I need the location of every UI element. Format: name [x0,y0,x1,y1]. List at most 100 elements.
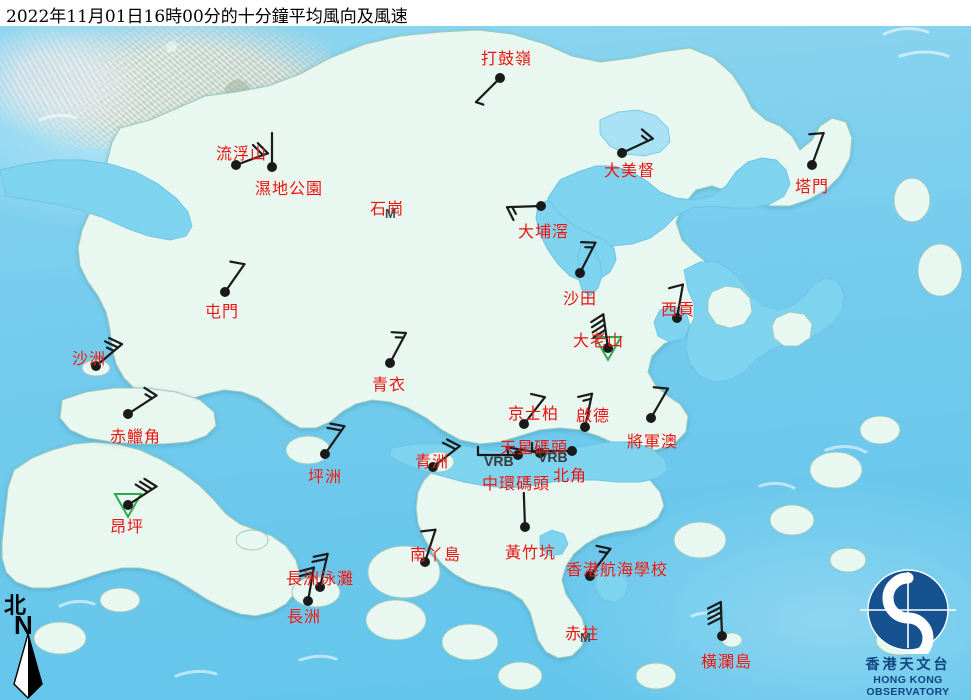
barb-full [251,143,265,157]
station-tuen-mun [220,260,246,297]
station-tap-mun [807,131,825,170]
hko-logo: 香港天文台 HONG KONG OBSERVATORY [848,566,968,698]
barb-full [529,392,547,399]
barb-full [298,571,315,578]
barb-full [311,557,328,563]
station-sha-chau [91,336,124,371]
barb-full [707,606,723,615]
station-kai-tak [577,392,594,432]
sai-kung-waters [653,261,845,383]
barb-full [104,340,120,349]
hko-logo-text-en: HONG KONG OBSERVATORY [866,674,950,698]
barb-shaft [810,131,825,167]
station-waglan-island [706,600,727,641]
station-dot [520,522,530,532]
station-tai-mei-tuk [617,128,654,158]
station-dot [385,358,395,368]
station-wong-chuk-hang [520,491,530,532]
station-label-kings-park: 京士柏 [508,404,560,423]
barb-shaft [522,396,547,426]
station-sha-tin [575,241,597,278]
barb-half [105,346,116,352]
station-dot [303,596,313,606]
land-chek-lap-kok [59,387,217,445]
barb-half [474,100,485,106]
barb-full [577,392,594,399]
variable-wind-marker-north-point: VRB [538,449,568,465]
station-label-star-ferry: 天星碼頭 [500,438,569,457]
barb-half [640,134,650,142]
station-label-stanley: 赤柱 [565,624,600,643]
station-label-ngong-ping: 昂坪 [110,517,145,536]
station-label-waglan-island: 橫瀾島 [701,652,753,671]
station-lamma-island [420,528,437,567]
barb-shaft [649,387,670,420]
barb-full [592,328,607,339]
station-label-cheung-chau-beach: 長洲泳灘 [286,569,355,588]
barb-full [390,331,408,335]
barb-full [580,241,597,244]
station-dot [428,462,438,472]
barb-full [312,552,329,558]
station-label-peng-chau: 坪洲 [308,467,343,486]
station-dot [315,582,325,592]
barb-full [143,386,158,397]
station-label-sai-kung: 西貢 [661,300,696,319]
barb-full [640,128,654,140]
barb-full [808,131,825,136]
barb-full [134,483,149,494]
barb-half [505,445,510,456]
station-dot [320,449,330,459]
barb-full [329,422,346,428]
barb-full [652,386,670,390]
station-dot [717,631,727,641]
barb-full [298,566,316,573]
station-label-hk-sea-school: 香港航海學校 [566,560,669,579]
station-ta-kwu-ling [474,73,505,106]
station-dot [807,160,817,170]
barb-full [706,600,722,610]
station-label-shek-kong: 石崗 [370,199,405,218]
small-islands [33,177,963,691]
vrb-stub-north-point [530,441,574,453]
station-dot [672,313,682,323]
station-label-tuen-mun: 屯門 [205,302,240,321]
hk-island-bays [539,529,629,603]
station-label-kai-tak: 啟德 [576,406,611,425]
vrb-stub-central-pier [476,445,520,457]
station-label-wetland-park: 濕地公園 [255,179,324,198]
station-wetland-park [267,131,277,172]
barb-shaft [423,528,437,564]
station-label-sha-chau: 沙洲 [72,349,107,368]
station-dot [91,361,101,371]
station-lau-fau-shan [231,142,270,170]
station-label-green-island: 青洲 [415,452,450,471]
station-dot [267,162,277,172]
station-dot [123,500,133,510]
station-label-ta-kwu-ling: 打鼓嶺 [481,49,533,68]
missing-data-marker-stanley: M [580,630,591,645]
barb-full [107,336,124,346]
barb-full [591,323,606,334]
page-title: 2022年11月01日16時00分的十分鐘平均風向及風速 [6,7,408,27]
cloud-wisps [38,27,950,678]
variable-wind-marker-central-pier: VRB [484,453,514,469]
station-label-tsing-yi: 青衣 [372,375,407,394]
station-peng-chau [320,422,346,459]
barb-full [590,313,605,324]
victoria-harbour [389,441,669,489]
station-label-tai-mei-tuk: 大美督 [604,161,656,180]
station-label-lamma-island: 南丫島 [410,545,462,564]
hko-logo-text-zh: 香港天文台 [865,657,951,673]
station-dot [646,413,656,423]
station-triangle-icon [593,335,623,362]
station-chek-lap-kok [123,386,158,419]
station-ngong-ping [113,477,158,519]
barb-full [595,544,612,550]
compass-needle-icon [13,632,43,699]
barb-full [441,441,457,451]
shatin-inlet [577,239,603,297]
wind-barbs-layer [91,73,825,641]
station-dot [585,571,595,581]
